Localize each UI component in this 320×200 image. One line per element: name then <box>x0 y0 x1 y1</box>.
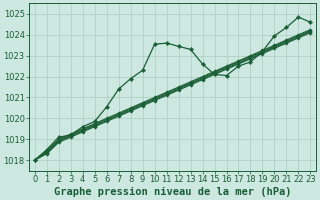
X-axis label: Graphe pression niveau de la mer (hPa): Graphe pression niveau de la mer (hPa) <box>54 186 291 197</box>
